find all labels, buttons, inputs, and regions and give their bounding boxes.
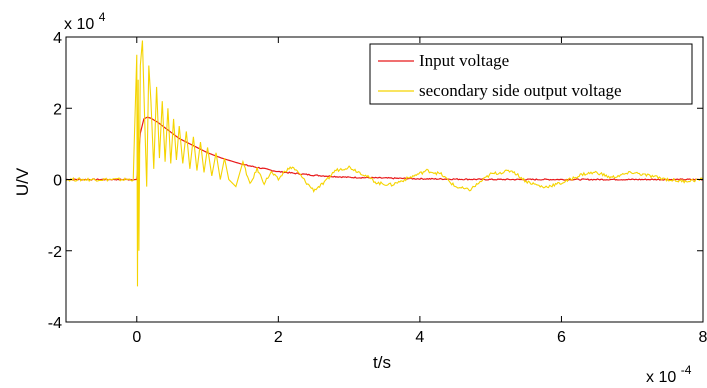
x-tick-label: 0 — [132, 329, 141, 346]
series-layer — [65, 40, 704, 287]
x-multiplier-exponent: -4 — [681, 363, 692, 377]
y-multiplier-base: x 10 — [64, 16, 94, 33]
x-tick-label: 8 — [699, 329, 707, 346]
x-tick-label: 2 — [274, 329, 283, 346]
y-axis-label: U/V — [13, 167, 32, 196]
y-tick-label: 0 — [53, 173, 62, 190]
x-multiplier-label: x 10 -4 — [646, 363, 692, 386]
x-tick-label: 6 — [557, 329, 566, 346]
y-multiplier-label: x 10 4 — [64, 10, 106, 33]
y-tick-label: 2 — [53, 101, 62, 118]
y-tick-label: -4 — [48, 315, 62, 332]
y-tick-label: -2 — [48, 244, 62, 261]
legend: Input voltage secondary side output volt… — [369, 43, 693, 105]
legend-label-secondary-output: secondary side output voltage — [419, 81, 622, 100]
legend-label-input-voltage: Input voltage — [419, 51, 509, 70]
x-axis-label: t/s — [373, 353, 391, 372]
tick-labels: 0 2 4 6 8 -4 -2 0 2 4 — [48, 30, 707, 346]
x-multiplier-base: x 10 — [646, 369, 676, 386]
x-tick-label: 4 — [415, 329, 424, 346]
legend-box — [369, 43, 693, 105]
axes — [65, 36, 704, 323]
y-multiplier-exponent: 4 — [99, 10, 106, 24]
series-line-input-voltage — [65, 116, 704, 181]
series-line-secondary-output-voltage — [65, 40, 704, 287]
y-tick-label: 4 — [53, 30, 62, 47]
